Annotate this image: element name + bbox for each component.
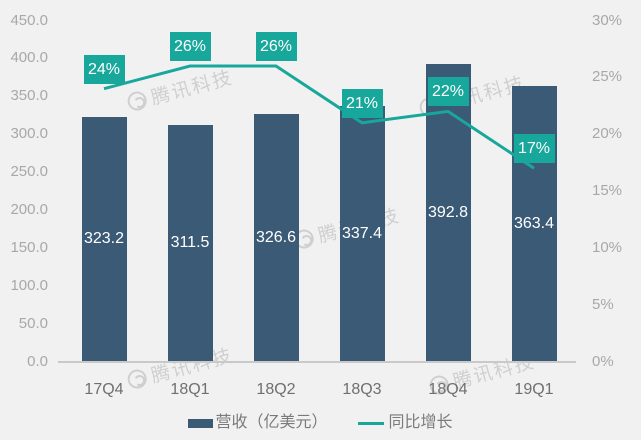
growth-callout-18Q4: 22% <box>427 77 469 107</box>
bar-value-label: 363.4 <box>513 214 555 232</box>
bar-value-label: 311.5 <box>170 234 210 252</box>
y-axis-label-left: 300.0 <box>10 125 48 143</box>
y-axis-label-left: 100.0 <box>10 276 48 294</box>
bar-value-label: 337.4 <box>341 224 383 242</box>
legend-item-revenue: 营收（亿美元） <box>188 413 328 433</box>
growth-callout-18Q1: 26% <box>169 31 211 61</box>
y-axis-label-left: 0.0 <box>27 352 48 370</box>
y-axis-label-right: 10% <box>592 238 623 256</box>
bar-value-label: 326.6 <box>255 228 297 246</box>
legend: 营收（亿美元） 同比增长 <box>0 412 641 434</box>
y-axis-label-right: 0% <box>592 352 614 370</box>
y-axis-label-right: 5% <box>592 295 614 313</box>
x-axis-label-18Q4: 18Q4 <box>428 381 468 398</box>
growth-callout-18Q2: 26% <box>255 31 297 61</box>
tencent-tech-logo-icon <box>125 89 149 113</box>
growth-callout-18Q3: 21% <box>341 88 383 118</box>
legend-item-growth: 同比增长 <box>357 413 453 433</box>
x-axis-label-18Q2: 18Q2 <box>256 381 296 398</box>
y-axis-label-left: 250.0 <box>10 163 48 181</box>
x-axis-label-19Q1: 19Q1 <box>514 381 554 398</box>
growth-swatch-icon <box>357 421 384 425</box>
y-axis-label-left: 350.0 <box>10 87 48 105</box>
y-axis-label-left: 150.0 <box>10 238 48 256</box>
y-axis-label-left: 450.0 <box>10 11 48 29</box>
y-axis-label-right: 20% <box>592 125 623 143</box>
x-axis-line <box>58 361 576 363</box>
y-axis-label-right: 25% <box>592 68 623 86</box>
bar-value-label: 392.8 <box>427 203 469 221</box>
x-axis-label-18Q1: 18Q1 <box>170 381 210 398</box>
watermark-text: 腾讯科技 <box>148 67 236 110</box>
y-axis-label-left: 400.0 <box>10 49 48 67</box>
y-axis-label-right: 15% <box>592 182 623 199</box>
x-axis-label-17Q4: 17Q4 <box>84 381 124 398</box>
legend-label-growth: 同比增长 <box>388 414 453 431</box>
bar-value-label: 323.2 <box>83 230 125 248</box>
y-axis-label-left: 200.0 <box>10 200 48 218</box>
y-axis-label-left: 50.0 <box>18 314 48 332</box>
tencent-tech-watermark: 腾讯科技 <box>125 63 236 117</box>
growth-callout-19Q1: 17% <box>513 134 555 164</box>
x-axis-label-18Q3: 18Q3 <box>342 381 382 398</box>
revenue-swatch-icon <box>188 418 214 428</box>
legend-label-revenue: 营收（亿美元） <box>215 414 328 431</box>
growth-callout-17Q4: 24% <box>83 54 125 84</box>
y-axis-label-right: 30% <box>592 11 623 29</box>
